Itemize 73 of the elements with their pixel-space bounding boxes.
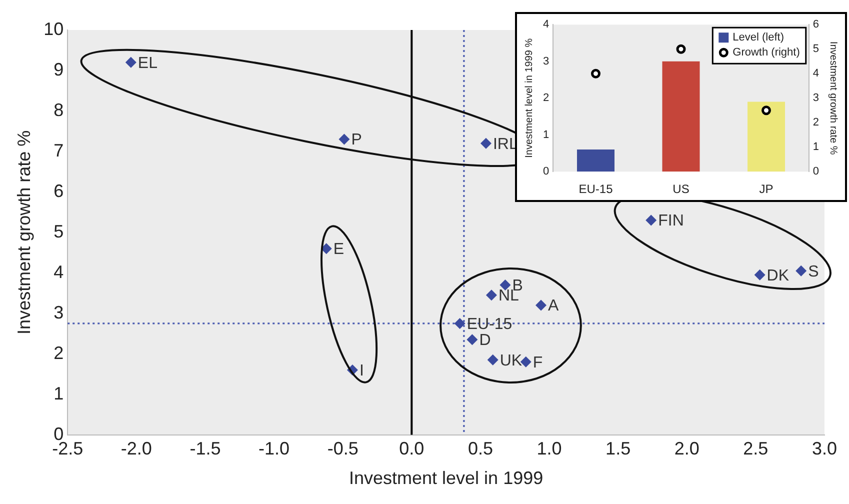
x-tick-label: -0.5 xyxy=(327,438,358,459)
annotation: S xyxy=(808,263,819,280)
y-tick-label: 2 xyxy=(54,342,64,363)
x-tick-label: 0.0 xyxy=(399,438,424,459)
x-tick-label: 2.0 xyxy=(674,438,700,459)
y-tick-label: 10 xyxy=(44,18,64,39)
x-tick-label: 3.0 xyxy=(812,438,838,459)
y-tick-label: 1 xyxy=(54,383,64,404)
annotation: F xyxy=(532,354,543,372)
point xyxy=(590,68,600,78)
y-tick-label: 2 xyxy=(542,92,550,104)
point xyxy=(338,134,350,145)
point xyxy=(454,318,466,329)
bar xyxy=(662,61,700,172)
y2-tick-label: 4 xyxy=(812,68,820,80)
y-tick-label: 8 xyxy=(54,100,64,120)
point xyxy=(676,44,686,54)
x-tick-label: 1.5 xyxy=(606,438,631,459)
x-tick-label: 1.0 xyxy=(536,438,562,459)
y2-tick-label: 6 xyxy=(812,18,820,31)
annotation: EU-15 xyxy=(466,316,512,333)
x-tick-label: US xyxy=(672,182,690,196)
point xyxy=(536,300,547,311)
x-tick-label: -1.5 xyxy=(190,438,221,459)
y-tick-label: 6 xyxy=(54,180,64,201)
point xyxy=(487,354,498,366)
annotation: EL xyxy=(138,54,158,72)
y-tick-label: 3 xyxy=(54,302,64,322)
annotation: E xyxy=(333,241,344,258)
y-tick-label: 7 xyxy=(54,140,64,160)
annotation: DK xyxy=(766,267,790,284)
y2-tick-label: 1 xyxy=(812,141,820,154)
x-tick-label: -2.0 xyxy=(120,438,152,459)
y-tick-label: 1 xyxy=(542,128,550,141)
annotation: D xyxy=(479,332,491,350)
y2-axis-title: Investment growth rate % xyxy=(827,41,838,155)
point xyxy=(646,214,657,226)
point xyxy=(762,106,772,116)
annotation: FIN xyxy=(658,212,684,230)
y-tick-label: 3 xyxy=(542,55,550,68)
legend-label: Growth (right) xyxy=(732,46,800,59)
x-tick-label: 0.5 xyxy=(468,438,493,459)
annotation: IRL xyxy=(492,136,518,153)
point xyxy=(320,243,332,254)
y-tick-label: 0 xyxy=(542,166,550,178)
bar xyxy=(576,150,614,172)
x-axis-title: Investment level in 1999 xyxy=(348,468,544,488)
y-axis-title: Investment level in 1999 % xyxy=(524,38,535,158)
y-axis-title: Investment growth rate % xyxy=(14,130,34,334)
annotation: I xyxy=(359,362,364,380)
x-tick-label: -1.0 xyxy=(258,438,290,459)
annotation: UK xyxy=(500,352,522,370)
y2-tick-label: 3 xyxy=(812,92,820,104)
point xyxy=(796,265,807,276)
y-tick-label: 4 xyxy=(54,262,64,282)
point xyxy=(125,56,136,68)
x-tick-label: JP xyxy=(759,182,774,196)
legend-label: Level (left) xyxy=(732,32,784,44)
y-tick-label: 5 xyxy=(54,221,64,242)
bar xyxy=(748,102,786,172)
annotation: P xyxy=(351,132,362,149)
point xyxy=(486,290,497,301)
y2-tick-label: 5 xyxy=(812,43,820,56)
annotation: A xyxy=(548,298,560,315)
x-tick-label: 2.5 xyxy=(743,438,768,459)
y2-tick-label: 0 xyxy=(812,166,820,178)
y2-tick-label: 2 xyxy=(812,116,820,129)
point xyxy=(754,269,766,280)
y-tick-label: 9 xyxy=(54,59,64,80)
point xyxy=(466,334,478,346)
point xyxy=(480,138,492,149)
x-tick-label: EU-15 xyxy=(578,182,614,196)
y-tick-label: 4 xyxy=(542,18,550,31)
